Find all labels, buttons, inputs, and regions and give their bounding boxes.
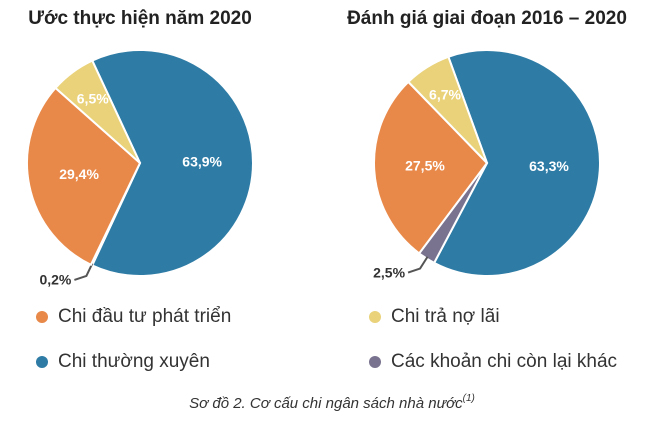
pie-slice xyxy=(26,86,142,267)
slice-label: 63,3% xyxy=(529,158,569,174)
legend-label: Chi đầu tư phát triển xyxy=(58,306,231,327)
caption-text: Sơ đồ 2. Cơ cấu chi ngân sách nhà nước xyxy=(189,395,463,412)
legend-marker xyxy=(36,311,48,323)
caption: Sơ đồ 2. Cơ cấu chi ngân sách nhà nước(1… xyxy=(189,393,475,412)
caption-note: (1) xyxy=(463,393,475,404)
outside-label: 2,5% xyxy=(373,264,405,280)
pie-slice xyxy=(406,55,488,164)
legend-marker xyxy=(369,356,381,368)
outside-label: 0,2% xyxy=(39,272,71,288)
legend-label: Các khoản chi còn lại khác xyxy=(391,351,617,372)
pie-slice xyxy=(54,59,141,164)
pie-slice xyxy=(373,80,489,255)
slice-label: 6,7% xyxy=(429,87,461,103)
slice-label: 27,5% xyxy=(405,158,445,174)
leader-line xyxy=(74,262,94,281)
slice-label: 29,4% xyxy=(59,166,99,182)
chart-title: Đánh giá giai đoạn 2016 – 2020 xyxy=(347,8,627,29)
leader-line xyxy=(407,256,429,274)
pie-slice xyxy=(90,49,254,277)
legend-label: Chi thường xuyên xyxy=(58,351,210,372)
chart-title: Ước thực hiện năm 2020 xyxy=(28,8,252,29)
legend-marker xyxy=(369,311,381,323)
slice-label: 63,9% xyxy=(182,154,222,170)
pie-slice xyxy=(432,49,601,277)
legend-label: Chi trả nợ lãi xyxy=(391,306,500,327)
legend-marker xyxy=(36,356,48,368)
slice-label: 6,5% xyxy=(77,90,109,106)
